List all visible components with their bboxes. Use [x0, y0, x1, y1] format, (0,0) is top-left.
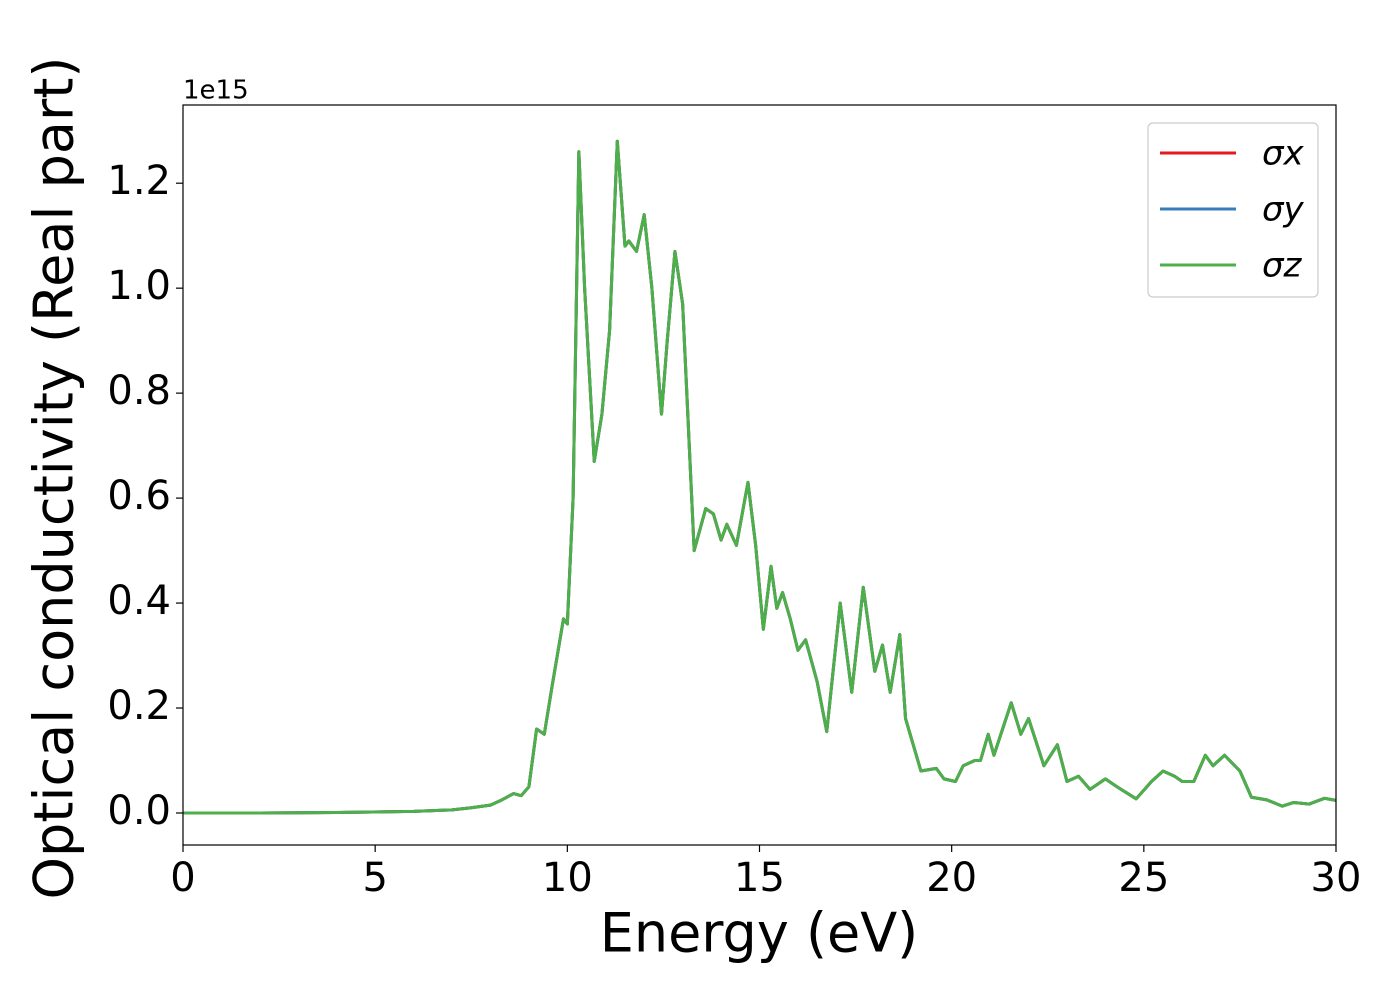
y-offset-label: 1e15 — [183, 76, 249, 106]
y-tick-label: 0.4 — [107, 578, 171, 624]
x-tick-label: 25 — [1118, 855, 1169, 901]
y-tick-label: 1.0 — [107, 263, 171, 309]
y-tick-label: 0.8 — [107, 368, 171, 414]
y-tick-label: 0.2 — [107, 683, 171, 729]
y-tick-label: 1.2 — [107, 158, 171, 204]
x-tick-label: 20 — [926, 855, 977, 901]
y-tick-label: 0.6 — [107, 473, 171, 519]
y-axis-label: Optical conductivity (Real part) — [23, 57, 86, 900]
y-tick-label: 0.0 — [107, 788, 171, 834]
x-axis-label: Energy (eV) — [600, 902, 919, 965]
legend-label: σx — [1262, 134, 1305, 174]
legend-label: σz — [1262, 246, 1303, 286]
x-tick-label: 5 — [362, 855, 387, 901]
legend-label: σy — [1262, 190, 1305, 230]
x-tick-label: 10 — [542, 855, 593, 901]
x-tick-label: 0 — [170, 855, 195, 901]
series-line — [183, 139, 1337, 815]
x-tick-label: 30 — [1311, 855, 1362, 901]
x-tick-label: 15 — [734, 855, 785, 901]
